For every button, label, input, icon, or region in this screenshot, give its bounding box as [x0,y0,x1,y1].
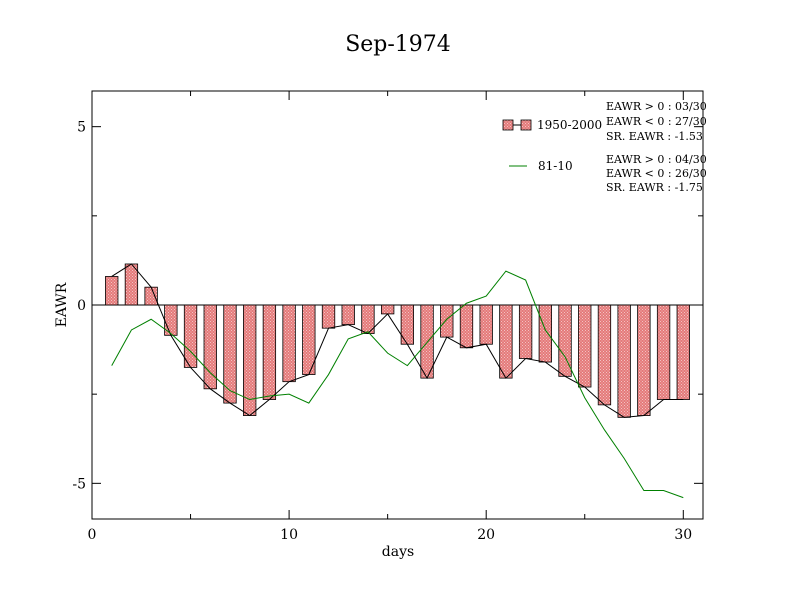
bar-day-9 [262,304,277,400]
chart-title: Sep-1974 [345,32,451,57]
bar-day-1 [105,276,119,306]
legend-label-series-1: 1950-2000 [537,118,602,132]
bar-day-25 [578,304,592,388]
bar-day-13 [341,304,355,326]
bar-day-12 [321,304,336,329]
legend: 1950-2000 81-10 [502,118,602,173]
bar-day-17 [420,304,434,379]
bar-day-3 [144,286,158,306]
legend-swatch-bar-right [520,119,532,131]
bar-day-27 [617,304,631,418]
x-tick-label: 20 [477,527,495,543]
stat-s1-positive: EAWR > 0 : 03/30 [606,100,707,113]
stat-s1-negative: EAWR < 0 : 27/30 [606,115,707,128]
bar-day-29 [656,304,671,400]
bar-day-22 [518,304,533,359]
bar-day-2 [124,263,139,306]
y-tick-label: -5 [72,476,86,492]
y-tick-label: 0 [77,298,86,314]
series-81-10-line [111,270,684,499]
bar-day-21 [499,304,513,379]
axis-layer: 0 10 20 30 -5 0 5 [72,91,703,543]
legend-label-series-2: 81-10 [538,159,573,173]
stat-s2-positive: EAWR > 0 : 04/30 [606,153,707,166]
bar-day-18 [440,304,454,338]
series-1950-2000-line [111,263,684,418]
stat-s2-negative: EAWR < 0 : 26/30 [606,167,707,180]
bar-day-5 [183,304,198,368]
x-tick-label: 10 [280,527,298,543]
bar-day-28 [637,304,651,416]
bar-day-23 [538,304,552,363]
y-tick-label: 5 [77,120,86,136]
x-tick-label: 30 [674,527,692,543]
bar-day-30 [676,304,690,400]
bar-day-26 [597,304,612,406]
plot-layer [92,263,703,499]
stat-s2-sr: SR. EAWR : -1.75 [606,181,703,194]
y-axis-label: EAWR [54,282,70,327]
stat-s1-sr: SR. EAWR : -1.53 [606,130,703,143]
bar-day-7 [223,304,237,404]
bar-day-10 [282,304,296,383]
bar-day-19 [459,304,474,349]
bar-day-15 [380,304,395,315]
legend-swatch-bar-left [502,119,514,131]
x-tick-label: 0 [88,527,97,543]
x-axis-label: days [382,544,414,560]
stats-block: EAWR > 0 : 03/30 EAWR < 0 : 27/30 SR. EA… [606,100,707,194]
bar-day-20 [479,304,493,345]
